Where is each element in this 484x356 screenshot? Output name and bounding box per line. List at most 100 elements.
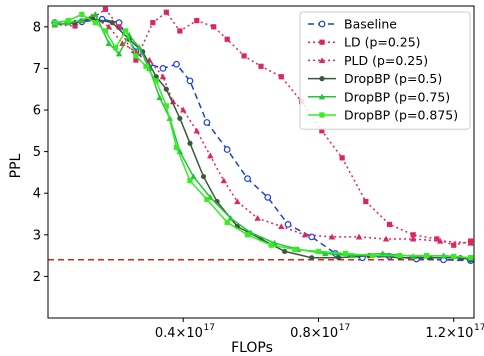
- data-point: [173, 144, 180, 151]
- data-point: [150, 20, 156, 26]
- legend-label: Baseline: [344, 17, 397, 32]
- x-axis-label: FLOPs: [231, 340, 273, 356]
- data-point: [382, 235, 390, 242]
- legend-marker: [318, 20, 326, 28]
- y-tick-label: 4: [33, 187, 41, 202]
- y-tick-label: 5: [33, 145, 41, 160]
- data-point: [163, 9, 169, 15]
- legend-label: PLD (p=0.25): [344, 53, 428, 68]
- data-point: [319, 128, 325, 134]
- y-axis-label: PPL: [8, 153, 24, 178]
- data-point: [223, 146, 231, 153]
- data-point: [424, 253, 430, 259]
- legend-label: DropBP (p=0.75): [344, 89, 450, 104]
- data-point: [355, 233, 363, 240]
- data-point: [244, 175, 251, 183]
- x-tick-label: 1.2: [425, 326, 446, 341]
- data-point: [244, 232, 251, 238]
- series-group: [48, 6, 474, 264]
- data-point: [113, 45, 119, 51]
- legend-label: LD (p=0.25): [344, 35, 421, 50]
- legend-entry: DropBP (p=0.75): [308, 89, 450, 104]
- data-point: [386, 221, 393, 227]
- data-point: [186, 77, 194, 85]
- legend-label: DropBP (p=0.5): [344, 71, 442, 86]
- data-point: [339, 155, 345, 161]
- data-point: [193, 127, 200, 134]
- data-point: [282, 248, 288, 255]
- data-point: [204, 196, 210, 203]
- data-point: [187, 140, 193, 146]
- legend-marker: [318, 93, 326, 100]
- data-point: [177, 115, 183, 121]
- data-point: [78, 17, 86, 24]
- data-point: [136, 44, 143, 51]
- data-point: [159, 64, 167, 72]
- data-point: [105, 23, 113, 30]
- data-point: [434, 236, 440, 242]
- data-point: [173, 60, 180, 68]
- data-point: [177, 28, 183, 34]
- data-point: [133, 53, 139, 59]
- x-tick-exponent: 17: [204, 323, 215, 333]
- legend-box: [299, 11, 471, 130]
- data-point: [369, 253, 376, 259]
- legend-entry: LD (p=0.25): [308, 35, 421, 50]
- data-point: [65, 17, 71, 24]
- data-point: [278, 223, 285, 230]
- data-point: [301, 231, 309, 238]
- data-point: [336, 255, 342, 261]
- legend-entry: PLD (p=0.25): [308, 53, 428, 68]
- y-tick-label: 6: [33, 104, 41, 119]
- data-point: [224, 36, 230, 42]
- data-point: [342, 250, 349, 257]
- data-point: [194, 17, 200, 24]
- data-point: [322, 250, 329, 257]
- data-point: [187, 178, 193, 184]
- x-tick-exponent: 17: [474, 323, 484, 333]
- data-point: [379, 250, 386, 257]
- series-line: [54, 13, 471, 259]
- data-point: [467, 239, 474, 246]
- x-tick-exponent: 17: [339, 323, 350, 333]
- data-point: [227, 214, 234, 221]
- data-point: [156, 94, 163, 101]
- data-point: [397, 253, 403, 259]
- data-point: [258, 63, 264, 69]
- data-point: [451, 253, 457, 260]
- data-point: [211, 24, 217, 30]
- legend-entry: DropBP (p=0.5): [308, 71, 442, 86]
- data-point: [224, 219, 230, 225]
- data-point: [115, 50, 123, 57]
- y-tick-label: 3: [33, 228, 41, 243]
- data-point: [203, 119, 211, 126]
- data-point: [254, 214, 261, 221]
- data-point: [159, 73, 167, 80]
- data-point: [315, 248, 322, 255]
- legend-marker: [319, 112, 325, 118]
- x-tick-base: ×10: [176, 326, 203, 341]
- data-point: [200, 173, 207, 180]
- data-point: [143, 63, 149, 69]
- data-point: [190, 173, 197, 180]
- data-point: [92, 11, 99, 17]
- data-point: [451, 242, 457, 248]
- data-point: [241, 53, 247, 59]
- series-line: [54, 17, 471, 261]
- x-tick-base: ×10: [446, 326, 473, 341]
- data-point: [123, 28, 129, 34]
- legend-label: DropBP (p=0.875): [344, 108, 458, 123]
- data-point: [268, 242, 274, 248]
- data-point: [220, 177, 228, 184]
- data-point: [133, 57, 139, 63]
- data-point: [264, 193, 272, 201]
- data-point: [116, 24, 122, 30]
- data-point: [105, 40, 113, 46]
- data-point: [79, 11, 85, 17]
- legend-entry: DropBP (p=0.875): [308, 108, 458, 123]
- plot-area: [48, 6, 474, 264]
- data-point: [207, 152, 214, 159]
- series-4: [51, 11, 474, 261]
- data-point: [52, 20, 58, 26]
